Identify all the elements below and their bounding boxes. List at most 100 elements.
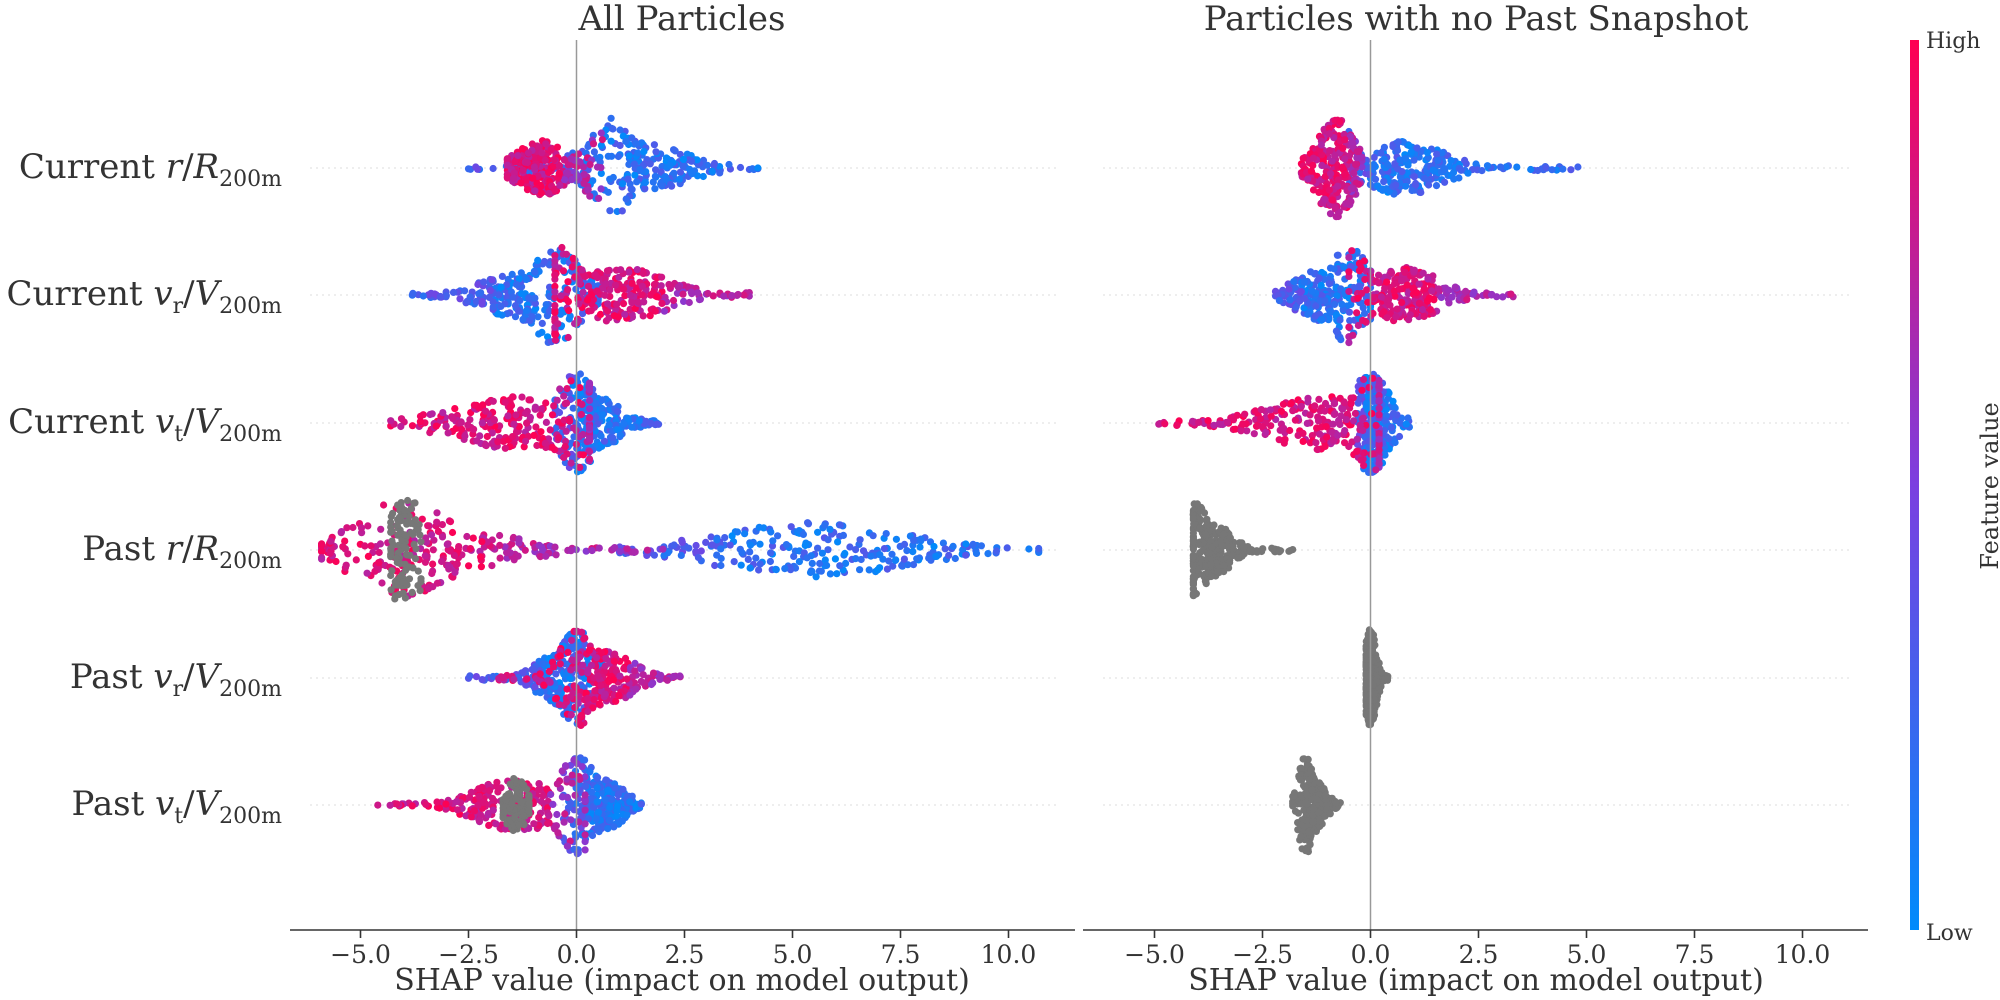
shap-point — [1317, 141, 1325, 149]
shap-point — [1325, 186, 1333, 194]
shap-point — [466, 416, 474, 424]
shap-point — [530, 163, 539, 171]
feature-row — [1103, 500, 1853, 600]
shap-point — [1389, 409, 1398, 418]
shap-point — [900, 555, 909, 563]
shap-point — [538, 149, 546, 157]
shap-point — [834, 538, 842, 546]
shap-point — [707, 533, 715, 541]
shap-point — [1338, 163, 1346, 171]
shap-point — [557, 292, 565, 300]
shap-point — [432, 422, 440, 430]
shap-point — [537, 189, 545, 197]
shap-point — [361, 542, 369, 550]
shap-point — [581, 831, 589, 839]
shap-point — [679, 162, 687, 170]
shap-point — [540, 257, 549, 266]
shap-point — [579, 288, 587, 296]
shap-point — [433, 509, 441, 517]
shap-point — [525, 168, 533, 176]
shap-point — [1424, 275, 1432, 283]
shap-point — [651, 185, 659, 193]
shap-point — [483, 432, 491, 441]
shap-point — [767, 528, 775, 536]
shap-point — [581, 838, 589, 846]
shap-point — [545, 168, 553, 176]
shap-point — [493, 778, 501, 786]
shap-point — [1161, 420, 1169, 428]
shap-point — [535, 813, 543, 822]
shap-point — [616, 431, 625, 439]
shap-point — [465, 793, 474, 801]
shap-point — [815, 567, 824, 575]
shap-point — [593, 774, 601, 783]
shap-point — [1361, 317, 1369, 325]
shap-point — [1281, 435, 1289, 443]
shap-point — [687, 157, 696, 165]
shap-point — [610, 657, 618, 665]
shap-point — [824, 546, 832, 554]
shap-point — [561, 810, 569, 818]
shap-point — [634, 298, 642, 306]
shap-point — [470, 806, 478, 815]
shap-point — [1415, 280, 1423, 288]
shap-point — [1421, 174, 1429, 183]
shap-point — [571, 791, 579, 799]
shap-point — [1370, 153, 1378, 162]
shap-point — [501, 444, 509, 452]
shap-point — [1360, 257, 1368, 265]
shap-point — [436, 292, 444, 301]
shap-point — [510, 420, 518, 428]
shap-point — [537, 428, 545, 436]
shap-point — [1351, 409, 1359, 418]
shap-point — [730, 558, 738, 566]
shap-point — [408, 422, 417, 430]
shap-point — [434, 527, 442, 536]
shap-point — [1392, 313, 1400, 321]
shap-point — [486, 787, 494, 795]
shap-point — [542, 399, 550, 407]
shap-point — [430, 536, 438, 544]
shap-point — [1233, 411, 1241, 419]
shap-point — [554, 320, 562, 328]
shap-point — [405, 563, 413, 571]
shap-point — [562, 427, 570, 435]
shap-point — [561, 443, 569, 451]
shap-point — [658, 273, 666, 281]
shap-point — [404, 496, 412, 505]
shap-point — [951, 554, 959, 563]
shap-point — [564, 161, 572, 169]
shap-point — [531, 683, 539, 691]
shap-point — [740, 291, 748, 299]
shap-point — [708, 541, 716, 549]
shap-point — [523, 675, 531, 683]
shap-point — [529, 665, 537, 673]
shap-point — [455, 543, 463, 551]
shap-point — [1405, 141, 1413, 150]
shap-point — [1286, 296, 1294, 304]
shap-point — [511, 302, 520, 310]
shap-point — [551, 543, 559, 551]
shap-point — [593, 798, 602, 806]
shap-point — [551, 252, 559, 260]
shap-point — [508, 433, 517, 441]
shap-point — [596, 310, 605, 318]
shap-point — [466, 672, 474, 680]
shap-point — [473, 437, 481, 445]
shap-point — [562, 762, 570, 770]
shap-point — [1415, 299, 1423, 307]
shap-point — [744, 555, 752, 564]
shap-point — [1499, 293, 1507, 301]
shap-point — [818, 549, 827, 557]
shap-point — [1534, 166, 1542, 175]
shap-point — [717, 545, 725, 553]
shap-point — [1451, 283, 1459, 291]
shap-point — [889, 562, 897, 570]
x-axis-label-all-particles: SHAP value (impact on model output) — [394, 963, 970, 998]
shap-point — [1241, 410, 1249, 418]
shap-point — [578, 400, 586, 408]
shap-point — [482, 407, 490, 415]
shap-point — [1377, 293, 1386, 301]
shap-point — [1337, 412, 1345, 420]
shap-point — [403, 551, 411, 559]
